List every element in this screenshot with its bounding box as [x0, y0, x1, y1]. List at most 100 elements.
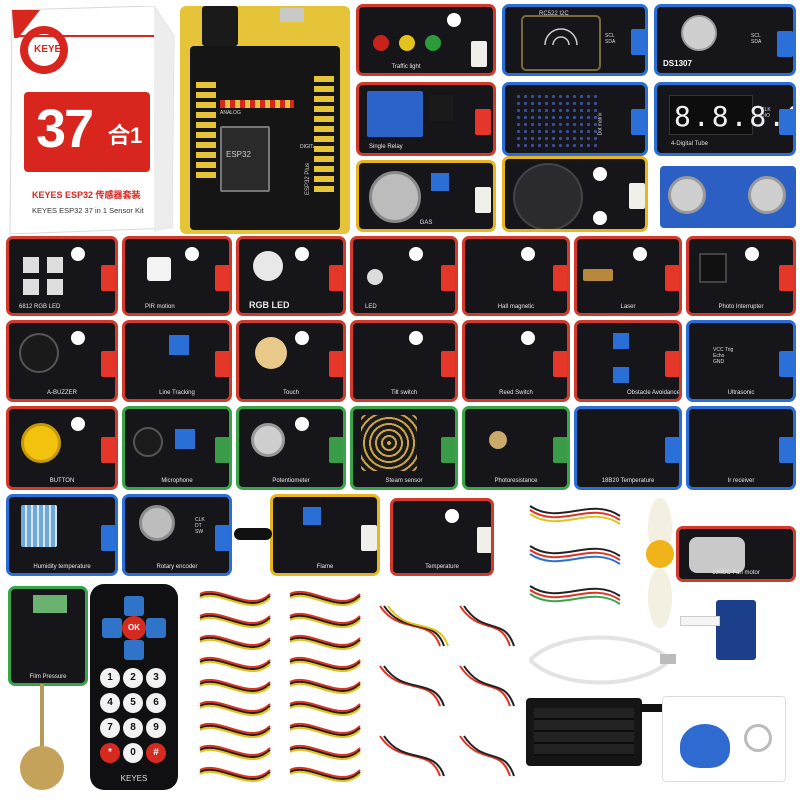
reed-label: Reed Switch: [499, 390, 533, 396]
jumper-wire: [289, 661, 361, 672]
jumper-wire: [199, 767, 271, 778]
gas-sensor: [369, 171, 421, 223]
jumper-wire: [199, 769, 271, 780]
fan-propeller: [630, 498, 690, 628]
analog-label: ANALOG: [220, 110, 241, 116]
jumper-wire: [289, 705, 361, 716]
key-ring: [744, 724, 772, 752]
jumper-wire: [289, 683, 361, 694]
jumper-wire: [289, 723, 361, 734]
jumper-wire: [199, 635, 271, 646]
key-4-button[interactable]: 4: [100, 693, 120, 713]
obstacle-label: Obstacle Avoidance: [627, 390, 680, 396]
jumper-wire: [199, 661, 271, 672]
photoresistance-module: Photoresistance: [462, 406, 570, 490]
esp32-chip-label: ESP32: [226, 150, 251, 159]
jumper-wire: [199, 593, 271, 604]
led-b: [47, 257, 63, 273]
film-connector: [33, 595, 67, 613]
obstacle-pot-a: [613, 333, 629, 349]
mic-capsule: [133, 427, 163, 457]
header-right: [314, 76, 334, 196]
down-button[interactable]: [124, 640, 144, 660]
key-0-button[interactable]: 0: [123, 743, 143, 763]
ds18b20-label: 18B20 Temperature: [601, 478, 655, 484]
jumper-wire: [289, 725, 361, 736]
rtc-pins: SCL SDA: [751, 33, 762, 45]
jumper-wire: [199, 723, 271, 734]
usb-port: [280, 8, 304, 22]
jumper-wire: [289, 635, 361, 646]
flame-module: Flame: [270, 494, 380, 576]
key-star-button[interactable]: *: [100, 743, 120, 763]
key-7-button[interactable]: 7: [100, 718, 120, 738]
obstacle-pot-b: [613, 367, 629, 383]
tube-pins: CLK DIO: [761, 107, 771, 119]
keypad: 1 2 3 4 5 6 7 8 9 * 0 #: [100, 668, 168, 768]
pir-lens: [147, 257, 171, 281]
mic-pot: [175, 429, 195, 449]
jumper-wire: [289, 745, 361, 756]
rgb-led-bulb: [253, 251, 283, 281]
dht-sensor: [21, 505, 57, 547]
jumper-wire: [289, 639, 361, 650]
ldr: [489, 431, 507, 449]
jumper-wire: [289, 703, 361, 714]
ultrasonic-left-eye: [668, 176, 706, 214]
esp32-module: ESP32: [220, 126, 270, 192]
servo: [716, 600, 756, 660]
jumper-wire: [199, 725, 271, 736]
ultrasonic-pins: VCC Trig Echo GND: [713, 347, 734, 365]
jumper-wire: [289, 767, 361, 778]
left-button[interactable]: [102, 618, 122, 638]
jumper-wire: [199, 595, 271, 606]
line-label: Line Tracking: [159, 390, 195, 396]
jumper-wire: [199, 637, 271, 648]
jumper-wire: [289, 591, 361, 602]
led-bulb: [367, 269, 383, 285]
key-9-button[interactable]: 9: [146, 718, 166, 738]
jumper-wire: [199, 701, 271, 712]
rfid-antenna-icon: [521, 15, 601, 71]
rgb6812-label: 6812 RGB LED: [19, 304, 61, 310]
rgb-led-module: RGB LED: [236, 236, 346, 316]
key-8-button[interactable]: 8: [123, 718, 143, 738]
jumper-wire: [289, 681, 361, 692]
flame-label: Flame: [316, 564, 334, 570]
key-3-button[interactable]: 3: [146, 668, 166, 688]
kit-box: KEYES 37 合1 KEYES ESP32 传感器套装 KEYES ESP3…: [4, 5, 176, 235]
jumper-wire: [289, 595, 361, 606]
jumper-wire: [199, 745, 271, 756]
humidity-module: Humidity temperature: [6, 494, 118, 576]
film-pressure-module: Film Pressure: [8, 586, 88, 686]
key-1-button[interactable]: 1: [100, 668, 120, 688]
up-button[interactable]: [124, 596, 144, 616]
jumper-wire: [199, 749, 271, 760]
jumper-wire: [289, 771, 361, 782]
key-6-button[interactable]: 6: [146, 693, 166, 713]
obstacle-module: Obstacle Avoidance: [574, 320, 682, 402]
rgb6812-module: 6812 RGB LED: [6, 236, 118, 316]
reed-module: Reed Switch: [462, 320, 570, 402]
button-label: BUTTON: [49, 478, 75, 484]
photo-interrupter-label: Photo Interrupter: [718, 304, 764, 310]
rotary-knob: [139, 505, 175, 541]
key-hash-button[interactable]: #: [146, 743, 166, 763]
servo-horn: [680, 616, 720, 626]
steam-module: Steam sensor: [350, 406, 458, 490]
ultrasonic-sensor: [660, 166, 796, 228]
relay-body: [367, 91, 423, 137]
ok-button[interactable]: OK: [122, 616, 146, 640]
rtc-module: DS1307 SCL SDA: [654, 4, 796, 76]
key-2-button[interactable]: 2: [123, 668, 143, 688]
joystick-knob: [513, 163, 583, 229]
jumper-wire: [199, 679, 271, 690]
cable-bundle: [529, 505, 621, 605]
key-5-button[interactable]: 5: [123, 693, 143, 713]
dot-matrix-module: Dot matrix: [502, 82, 648, 156]
jumper-wire: [199, 681, 271, 692]
steam-label: Steam sensor: [385, 478, 423, 484]
right-button[interactable]: [146, 618, 166, 638]
microphone-label: Microphone: [161, 478, 193, 484]
jumper-wire: [199, 747, 271, 758]
